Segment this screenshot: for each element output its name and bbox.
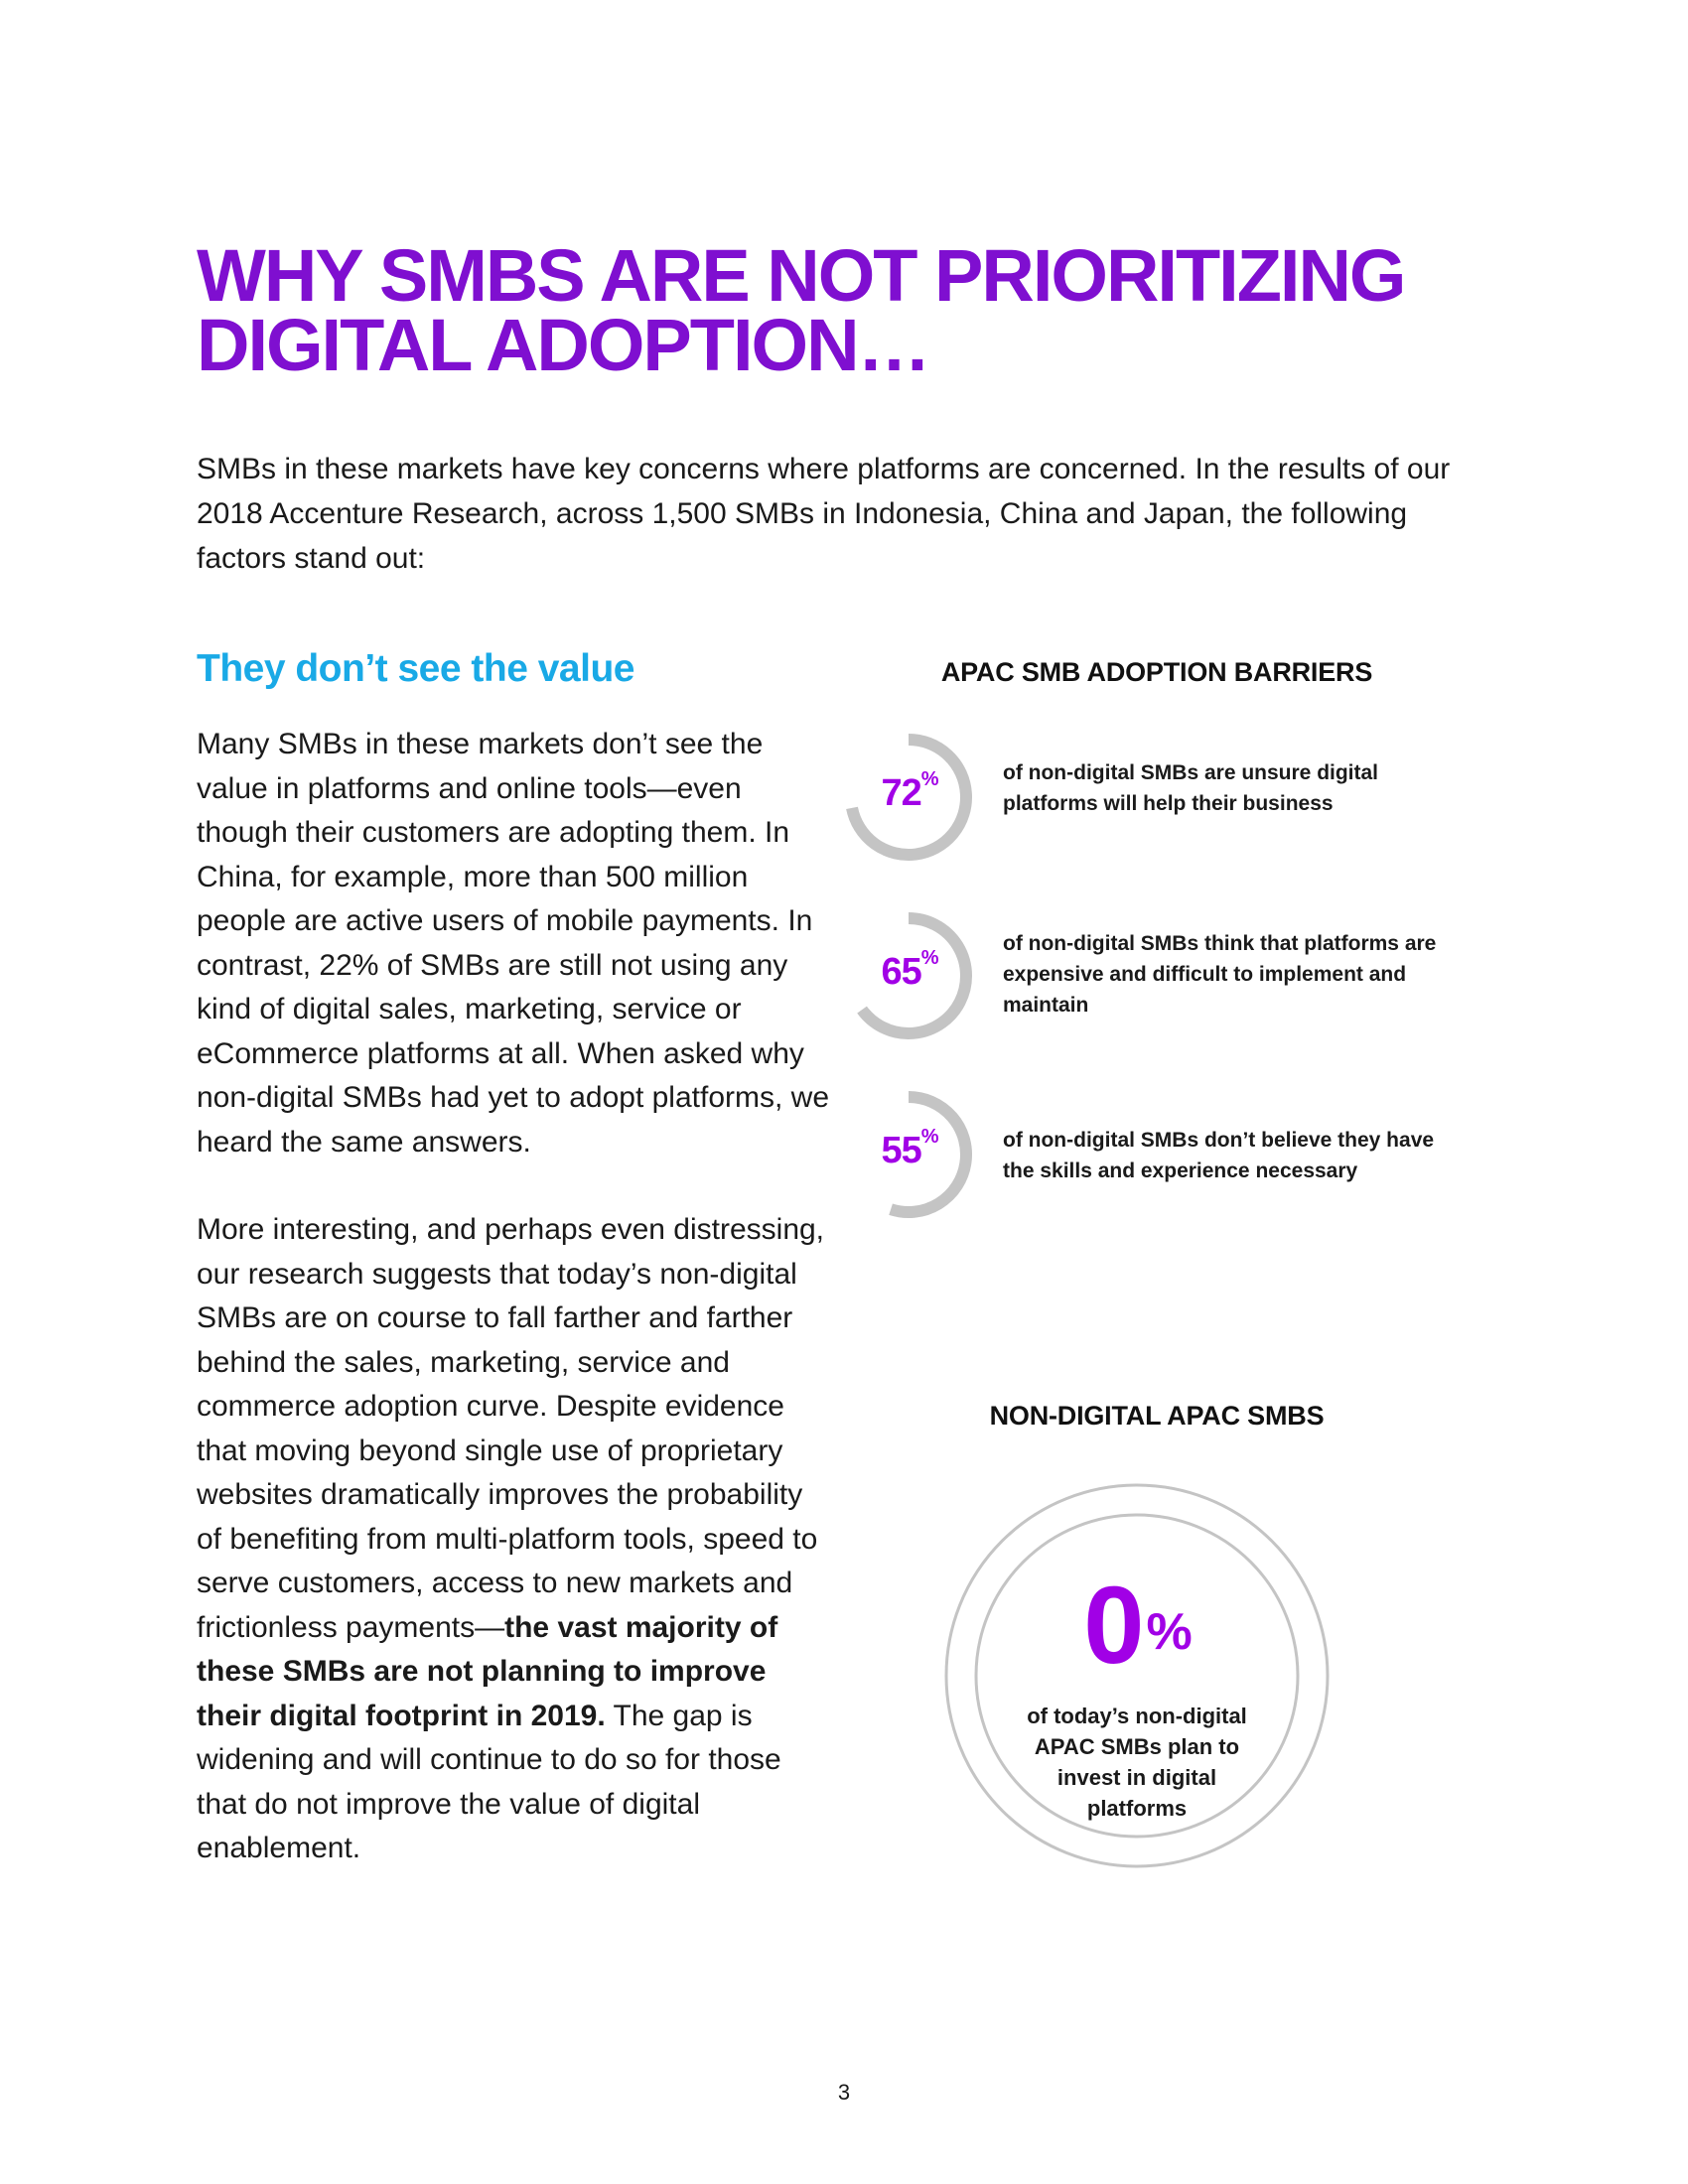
zero-percent-stat: 0% of today’s non-digital APAC SMBs plan… (943, 1482, 1331, 1869)
inner-ring (974, 1513, 1300, 1839)
barrier-ring-3 (889, 1091, 972, 1218)
barrier-stat-1: 72% of non-digital SMBs are unsure digit… (839, 728, 1455, 867)
body-paragraph-2-start: More interesting, and perhaps even distr… (197, 1213, 825, 1644)
page-title: WHY SMBS ARE NOT PRIORITIZING DIGITAL AD… (197, 234, 1487, 386)
body-paragraph-2: More interesting, and perhaps even distr… (197, 1208, 832, 1871)
barriers-chart-title: APAC SMB ADOPTION BARRIERS (940, 657, 1373, 687)
page-title-line-2: DIGITAL ADOPTION… (197, 304, 931, 386)
barrier-percent-2: 65% (881, 947, 938, 993)
barrier-description-3: of non-digital SMBs don’t believe they h… (1003, 1129, 1435, 1182)
barrier-percent-3: 55% (881, 1126, 938, 1171)
intro-paragraph: SMBs in these markets have key concerns … (197, 453, 1451, 575)
page-number: 3 (837, 2080, 851, 2105)
non-digital-chart-title: NON-DIGITAL APAC SMBS (989, 1401, 1325, 1431)
barrier-description-2: of non-digital SMBs think that platforms… (1003, 932, 1437, 1017)
barrier-stat-3: 55% of non-digital SMBs don’t believe th… (839, 1085, 1455, 1224)
zero-percent-description: of today’s non-digital APAC SMBs plan to… (1027, 1704, 1247, 1821)
barrier-arc-1 (846, 734, 972, 861)
body-text: Many SMBs in these markets don’t see the… (197, 723, 832, 1915)
zero-percent-value: 0% (1083, 1565, 1193, 1687)
double-ring-icon (944, 1483, 1330, 1868)
outer-ring (944, 1483, 1330, 1868)
barrier-arc-2 (857, 912, 972, 1039)
page-title-line-1: WHY SMBS ARE NOT PRIORITIZING (197, 234, 1406, 317)
body-paragraph-1: Many SMBs in these markets don’t see the… (197, 728, 830, 1159)
barrier-ring-2 (857, 912, 972, 1039)
barrier-stat-2: 65% of non-digital SMBs think that platf… (839, 906, 1455, 1045)
body-paragraph-2-highlight: the vast majority of these SMBs are not … (197, 1610, 778, 1732)
section-subheading: They don’t see the value (197, 647, 634, 690)
barrier-description-1: of non-digital SMBs are unsure digital p… (1003, 761, 1379, 815)
body-paragraph-2-end: The gap is widening and will continue to… (197, 1699, 781, 1865)
barrier-ring-1 (846, 734, 972, 861)
barrier-arc-3 (889, 1091, 972, 1218)
barrier-percent-1: 72% (881, 768, 938, 814)
